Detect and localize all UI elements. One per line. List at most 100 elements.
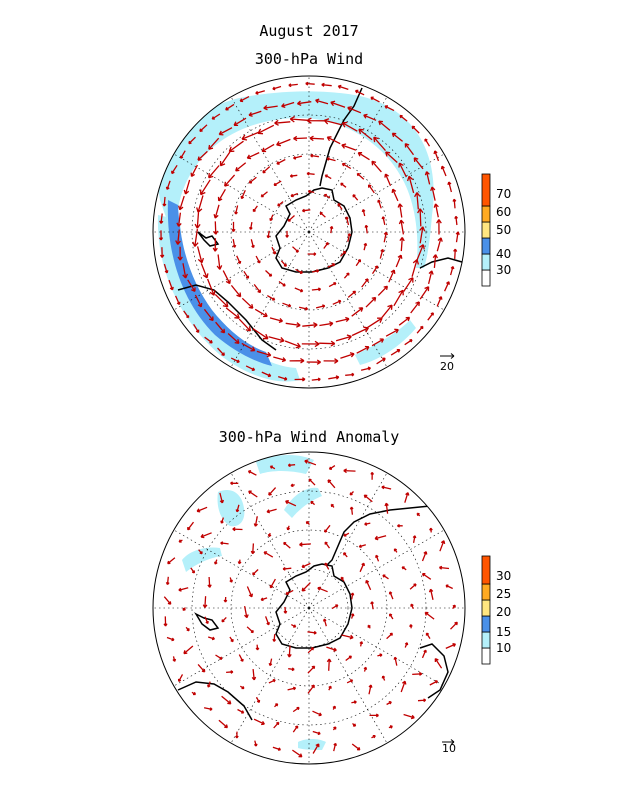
wind-vector [453, 248, 458, 259]
wind-vector [371, 265, 379, 275]
wind-vector [326, 136, 341, 145]
wind-vector [363, 113, 377, 121]
longitude-line [308, 153, 445, 233]
wind-vector [215, 321, 226, 334]
wind-vector [222, 270, 231, 285]
longitude-line [173, 231, 310, 311]
wind-vector [345, 216, 350, 226]
wind-vector [159, 247, 165, 258]
antarctica-coast [275, 187, 353, 273]
wind-vector [194, 294, 203, 308]
wind-vector [357, 152, 370, 161]
anomaly-vector [424, 611, 435, 620]
anomaly-vector [238, 654, 244, 662]
wind-vector [363, 242, 368, 251]
anomaly-vector [304, 459, 317, 466]
wind-vector [311, 269, 320, 273]
wind-vector [276, 158, 286, 165]
wind-colorbar-tick-60: 60 [496, 205, 511, 219]
anomaly-vector [253, 516, 258, 527]
anomaly-vector [207, 576, 212, 588]
anomaly-vector [220, 541, 229, 545]
wind-vector [410, 301, 420, 314]
wind-vector [261, 371, 272, 378]
wind-vector [306, 171, 315, 176]
anomaly-vector [330, 503, 335, 508]
anomaly-vector [221, 616, 227, 623]
anomaly-vector [285, 500, 297, 507]
wind-vector [323, 193, 331, 199]
wind-vector [293, 135, 308, 142]
anomaly-vector [381, 675, 386, 681]
wind-vector [391, 132, 404, 142]
anomaly-vector [351, 700, 357, 704]
wind-vector [371, 160, 382, 173]
wind-vector [440, 165, 447, 177]
anomaly-vector [345, 655, 353, 662]
wind-vector [218, 127, 233, 136]
wind-vector [254, 308, 268, 318]
wind-vector [337, 84, 349, 91]
anomaly-vector [445, 584, 453, 590]
anomaly-vector [377, 653, 383, 657]
wind-vector [413, 157, 424, 170]
anomaly-vector [255, 696, 261, 703]
wind-vector [289, 174, 298, 178]
wind-vector [354, 89, 365, 96]
wind-vector [351, 307, 364, 317]
anomaly-vector [266, 508, 277, 514]
anomaly-vector [287, 686, 297, 691]
longitude-line [308, 607, 388, 744]
anomaly-vector [190, 567, 196, 574]
wind-vector [241, 342, 256, 352]
wind-vector [406, 175, 415, 194]
wind-vector [323, 118, 342, 126]
anomaly-patch-3 [284, 487, 322, 518]
anomaly-vector [343, 532, 350, 537]
wind-shading [157, 91, 434, 382]
wind-vector [280, 260, 287, 267]
anomaly-vector [434, 658, 443, 669]
wind-vector [365, 296, 377, 308]
anomaly-vector [310, 500, 316, 506]
wind-vector [255, 255, 261, 264]
anomaly-vector [393, 548, 398, 553]
wind-colorbar-bin-5 [481, 205, 491, 223]
anomaly-vector [350, 592, 355, 600]
new-zealand-coast [197, 231, 220, 247]
wind-map-boundary [152, 75, 466, 389]
anomaly-gridlines [153, 452, 465, 764]
wind-vector [158, 230, 164, 241]
anomaly-vector [421, 551, 428, 562]
wind-vector [352, 194, 359, 201]
wind-vector [436, 237, 443, 252]
anomaly-colorbar-tick-30: 30 [496, 569, 511, 583]
anomaly-vector [307, 630, 317, 635]
anomaly-vector [220, 517, 225, 524]
anomaly-vector [203, 707, 213, 711]
anomaly-vector [283, 541, 291, 549]
wind-vector [235, 162, 247, 172]
wind-vector [432, 254, 438, 268]
anomaly-vector [172, 656, 177, 662]
anomaly-vector [185, 626, 190, 632]
reference-arrow-head [450, 739, 455, 745]
wind-vector [171, 164, 178, 175]
anomaly-vector [252, 569, 259, 576]
anomaly-vectors [163, 459, 458, 758]
wind-vector [311, 287, 322, 292]
wind-vector [197, 150, 208, 161]
anomaly-vector [167, 557, 176, 565]
anomaly-vector [283, 606, 288, 614]
anomaly-vector [229, 636, 234, 643]
latitude-circle [269, 568, 349, 648]
wind-vector [319, 211, 326, 218]
wind-vector [192, 229, 199, 247]
anomaly-vector [371, 734, 376, 739]
anomaly-vector [421, 649, 427, 659]
wind-vector [241, 131, 259, 141]
wind-vector [211, 113, 221, 120]
anomaly-vector [163, 616, 168, 627]
anomaly-vector [235, 731, 239, 739]
anomaly-vector [429, 680, 439, 686]
